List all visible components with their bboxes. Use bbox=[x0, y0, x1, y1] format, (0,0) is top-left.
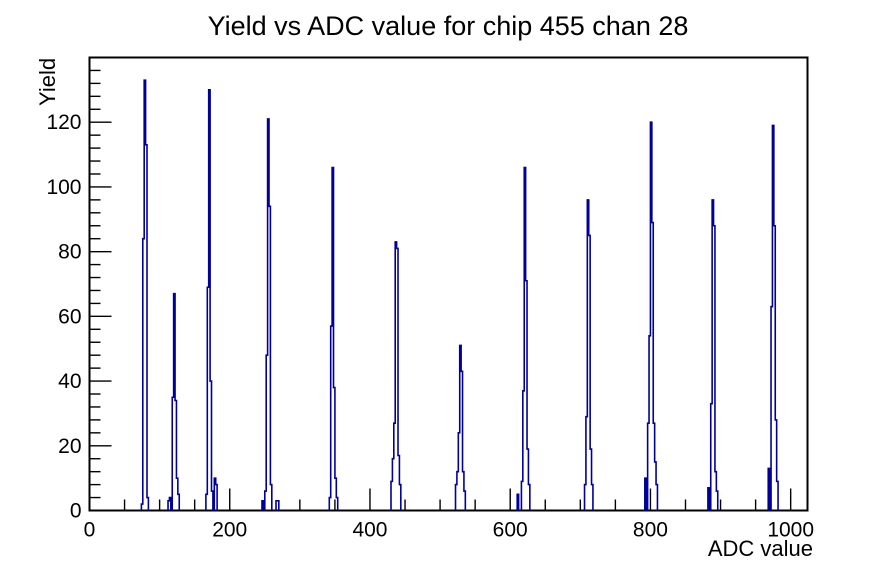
chart-title: Yield vs ADC value for chip 455 chan 28 bbox=[207, 11, 689, 41]
x-tick-label: 1000 bbox=[767, 519, 814, 542]
y-tick-label: 80 bbox=[58, 241, 81, 264]
x-tick-label: 0 bbox=[84, 519, 96, 542]
y-tick-label: 0 bbox=[70, 500, 82, 523]
x-tick-label: 800 bbox=[633, 519, 668, 542]
histogram-line bbox=[140, 79, 779, 511]
x-tick-label: 600 bbox=[493, 519, 528, 542]
y-tick-label: 60 bbox=[58, 305, 81, 328]
y-tick-label: 100 bbox=[46, 176, 81, 199]
x-axis-title: ADC value bbox=[707, 536, 813, 561]
y-tick-label: 40 bbox=[58, 370, 81, 393]
y-axis-title: Yield bbox=[35, 57, 60, 106]
plot-frame bbox=[88, 56, 809, 512]
y-tick-label: 20 bbox=[58, 435, 81, 458]
y-tick-label: 120 bbox=[46, 111, 81, 134]
x-tick-label: 200 bbox=[212, 519, 247, 542]
x-tick-label: 400 bbox=[352, 519, 387, 542]
